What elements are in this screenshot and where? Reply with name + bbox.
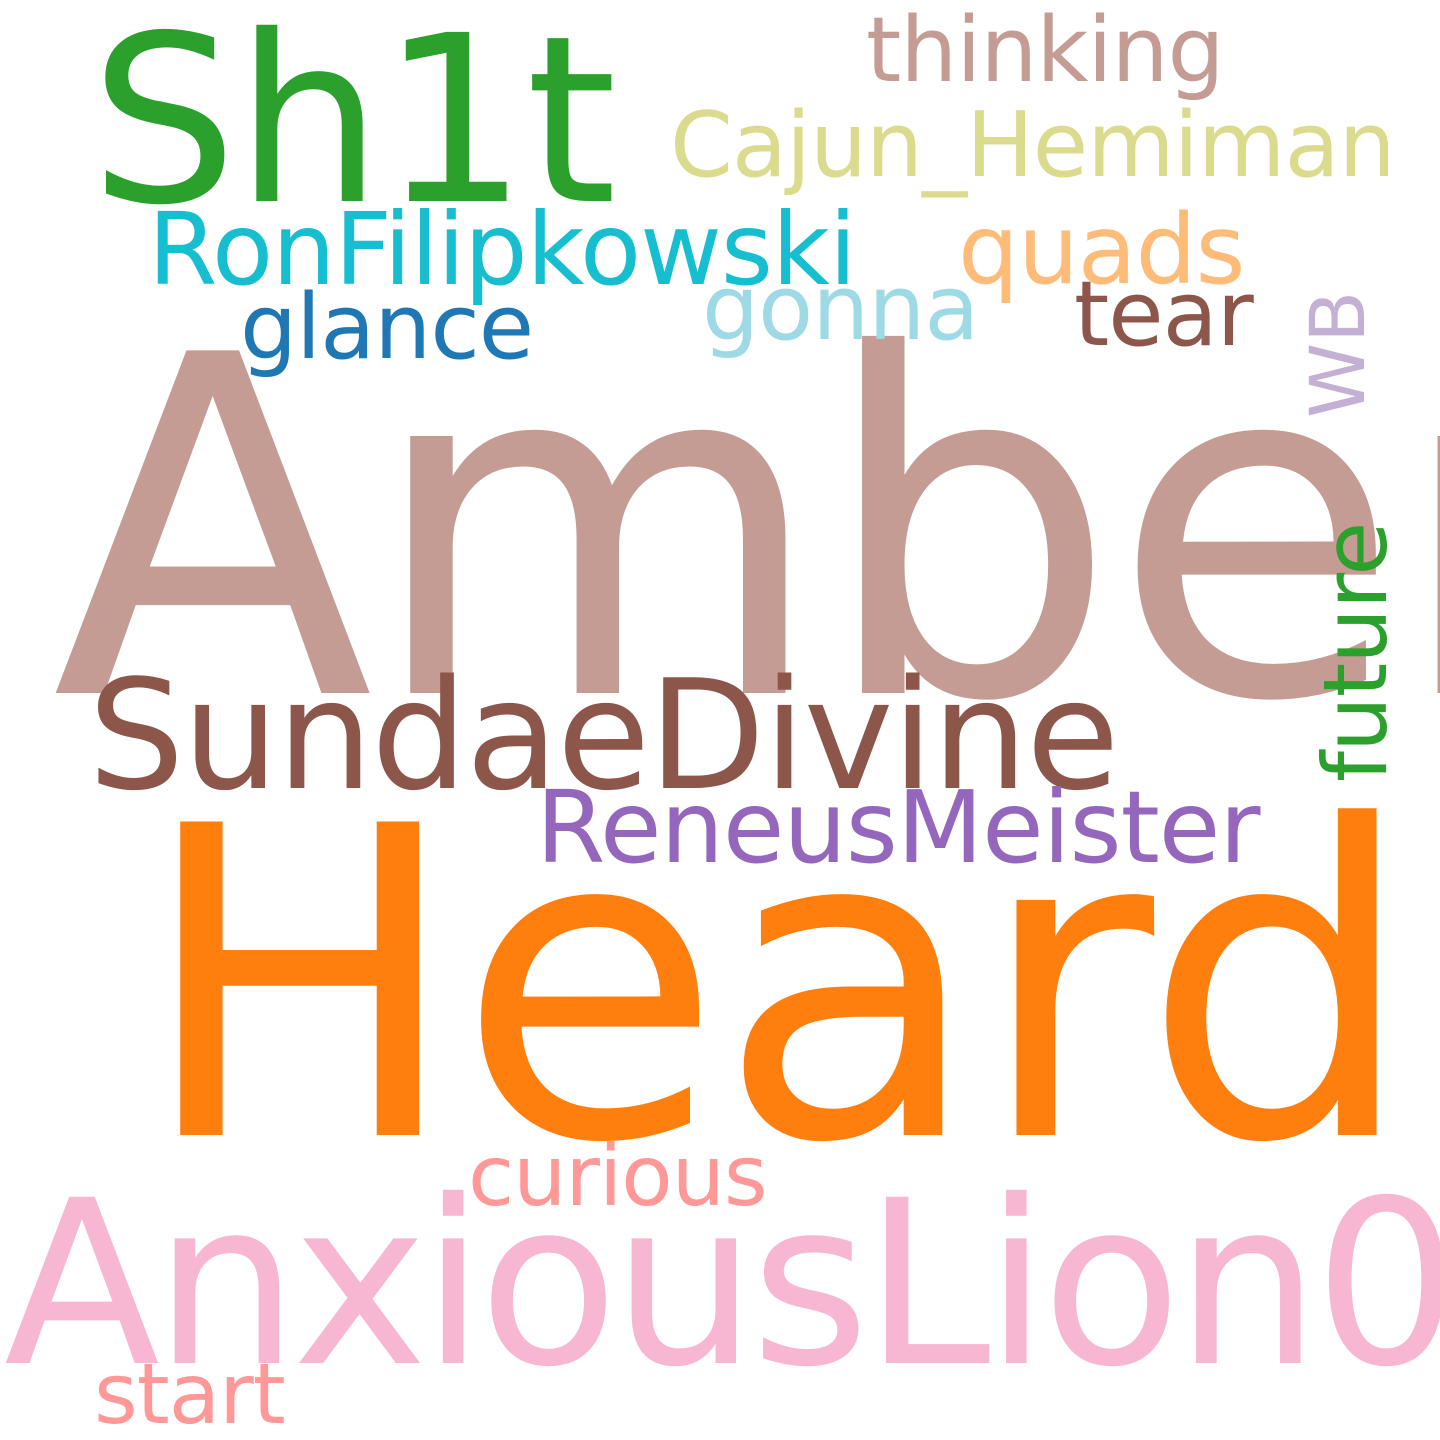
word-heard: Heard xyxy=(138,737,1416,1237)
word-cajun-hemiman: Cajun_Hemiman xyxy=(670,93,1396,198)
word-tear: tear xyxy=(1074,262,1254,367)
word-gonna: gonna xyxy=(702,256,979,361)
word-future: future xyxy=(1304,522,1407,782)
word-ronfilipkowski: RonFilipkowski xyxy=(148,191,857,308)
word-thinking: thinking xyxy=(866,0,1225,103)
word-sh1t: Sh1t xyxy=(90,0,617,256)
word-start: start xyxy=(94,1345,286,1440)
word-reneusmeister: ReneusMeister xyxy=(536,769,1260,886)
word-amber: Amber xyxy=(52,257,1440,804)
word-quads: quads xyxy=(958,194,1246,306)
word-sundaedivine: SundaeDivine xyxy=(88,647,1120,824)
word-anxiouslion0: AnxiousLion0 xyxy=(4,1151,1440,1417)
word-curious: curious xyxy=(468,1127,768,1225)
word-wb: WB xyxy=(1293,290,1382,418)
word-glance: glance xyxy=(240,275,534,380)
